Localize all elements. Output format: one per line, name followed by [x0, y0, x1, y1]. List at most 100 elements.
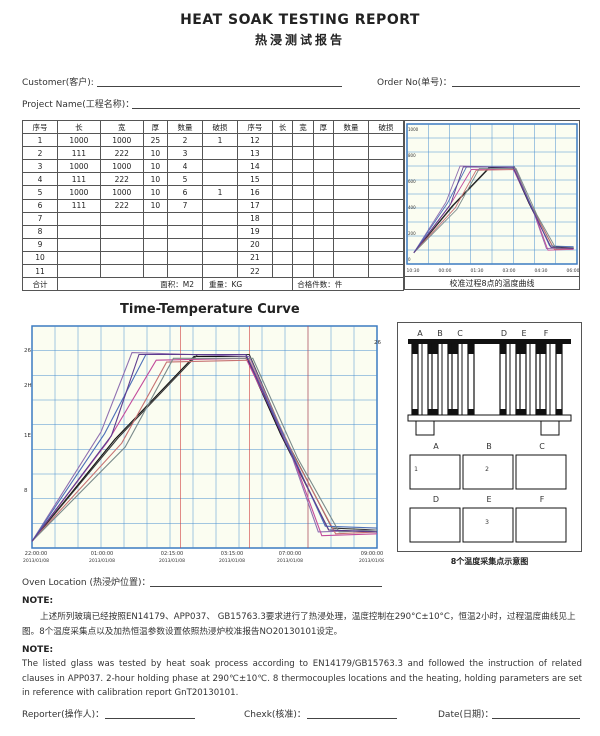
project-field[interactable]	[132, 108, 580, 109]
oven-location-field[interactable]	[150, 586, 382, 587]
column-header: 长	[56, 119, 101, 135]
table-cell	[99, 237, 144, 252]
sensor-box	[515, 507, 567, 543]
table-footer-row: 合计 面积：M2 重量：KG 合格件数：件	[22, 277, 404, 292]
table-cell	[292, 224, 314, 239]
x-date-label: 2013/01/08	[359, 558, 384, 564]
small-y-tick-label: 600	[408, 179, 416, 184]
table-cell	[142, 250, 169, 266]
table-cell	[312, 237, 335, 252]
column-header: 宽	[99, 119, 144, 135]
customer-field[interactable]	[97, 86, 342, 87]
table-cell: 19	[236, 224, 273, 239]
order-no-field[interactable]	[452, 86, 580, 87]
base-foot-left	[415, 420, 435, 436]
table-cell	[271, 211, 294, 226]
small-y-tick-label: 400	[408, 205, 416, 210]
table-cell: 13	[236, 146, 273, 161]
table-cell	[271, 237, 294, 252]
thermocouple-diagram: A B C D E F A 1 B 2 C D E 3 F	[397, 322, 582, 552]
table-cell: 4	[22, 172, 58, 187]
column-header: 数量	[333, 119, 369, 135]
box-label: F	[540, 495, 545, 504]
column-header: 序号	[236, 119, 273, 135]
table-cell: 10	[22, 250, 58, 266]
glass-panel	[451, 343, 459, 415]
column-header: 数量	[167, 119, 204, 135]
table-header-row: 序号长宽厚数量 破损 序号长宽厚数量 破损	[22, 119, 405, 135]
column-header: 破损	[367, 119, 405, 135]
check-label: Chexk(核准)：	[244, 710, 306, 720]
rack-clip-bottom	[452, 409, 458, 419]
table-cell: 7	[167, 198, 204, 213]
x-date-label: 2013/01/08	[277, 558, 303, 564]
table-cell: 15	[236, 172, 273, 187]
check-field[interactable]	[307, 718, 397, 719]
series-line-3	[31, 352, 378, 542]
table-cell	[292, 133, 314, 148]
small-x-tick-label: 06:00	[567, 268, 579, 274]
table-cell	[202, 198, 238, 213]
table-cell	[56, 224, 101, 239]
rack-clip-bottom	[500, 409, 506, 419]
area-label: 面积：M2	[56, 277, 204, 292]
table-cell	[271, 198, 294, 213]
table-cell: 8	[22, 224, 58, 239]
table-cell	[367, 224, 405, 239]
table-cell	[99, 250, 144, 266]
table-cell	[367, 146, 405, 161]
small-x-tick-label: 01:30	[471, 268, 484, 274]
table-cell: 9	[22, 237, 58, 252]
table-cell	[167, 237, 204, 252]
rack-clip-bottom	[540, 409, 546, 419]
calibration-chart: 1000 800 600 400 200 0 10:30 00:00 01:30 03:00 04:…	[406, 123, 579, 274]
table-cell	[271, 133, 294, 148]
table-cell: 5	[22, 185, 58, 200]
date-field[interactable]	[492, 718, 580, 719]
table-cell: 10	[142, 198, 169, 213]
table-cell	[271, 172, 294, 187]
sensor-number: 1	[414, 466, 418, 473]
x-tick-label: 07:00:00	[279, 551, 301, 557]
table-cell	[312, 172, 335, 187]
table-cell: 22	[236, 264, 273, 279]
total-label: 合计	[22, 277, 58, 292]
report-title-cn: 热浸测试报告	[254, 33, 345, 47]
sensor-box	[462, 507, 514, 543]
note-cn-text: 上述所列玻璃已经按照EN14179、APP037、 GB15763.3要求进行了…	[22, 612, 576, 637]
table-row: 7 18	[22, 211, 405, 226]
table-cell	[367, 133, 405, 148]
rack-clip-top	[500, 344, 506, 354]
table-cell: 1000	[99, 133, 144, 148]
thermocouple-figure: A B C D E F A 1 B 2 C D E 3 F	[407, 329, 572, 543]
table-cell	[202, 224, 238, 239]
table-cell	[202, 211, 238, 226]
box-label: D	[433, 495, 439, 504]
table-cell	[292, 198, 314, 213]
table-cell: 1	[202, 185, 238, 200]
table-cell	[333, 159, 369, 174]
time-temperature-chart: 262H1E822:00:002013/01/0801:00:002013/01…	[23, 325, 384, 564]
table-cell	[142, 237, 169, 252]
x-date-label: 2013/01/08	[219, 558, 245, 564]
table-row: 6 111 222 10 7 17	[22, 198, 405, 213]
rack-clip-top	[536, 344, 542, 354]
small-y-tick-label: 800	[408, 153, 416, 158]
table-cell: 18	[236, 211, 273, 226]
column-label: B	[437, 329, 443, 338]
table-cell	[271, 264, 294, 279]
table-row: 10 21	[22, 250, 405, 266]
table-cell: 1000	[99, 159, 144, 174]
table-cell: 25	[142, 133, 169, 148]
table-cell	[56, 264, 101, 279]
x-date-label: 2013/01/08	[89, 558, 115, 564]
y-tick-label: 1E	[24, 433, 31, 439]
rack-clip-bottom	[448, 409, 454, 419]
y-tick-label: 8	[24, 488, 28, 494]
glass-panel	[555, 343, 563, 415]
column-header: 宽	[292, 119, 314, 135]
reporter-field[interactable]	[105, 718, 195, 719]
rack-clip-bottom	[516, 409, 522, 419]
table-cell: 21	[236, 250, 273, 266]
table-cell	[56, 211, 101, 226]
